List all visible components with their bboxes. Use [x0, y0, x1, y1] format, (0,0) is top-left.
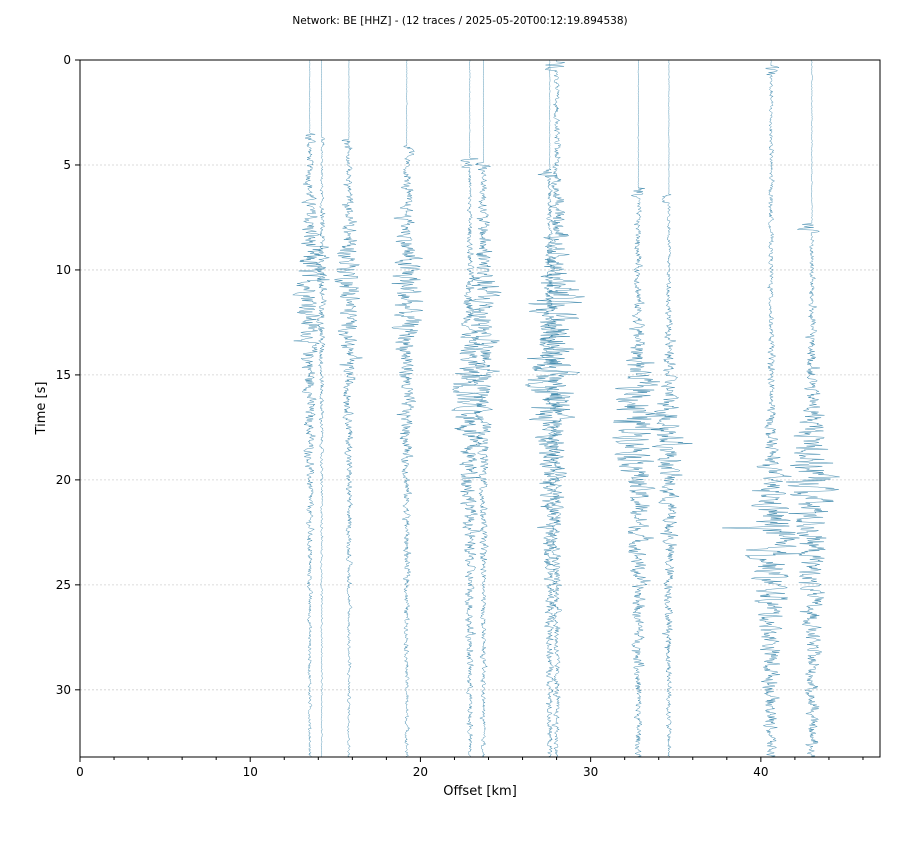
seismic-trace-1: [292, 59, 330, 757]
plot-frame: [79, 59, 881, 758]
trace-group: [292, 59, 840, 757]
y-tick-label: 10: [56, 263, 71, 277]
y-tick-label: 15: [56, 368, 71, 382]
y-axis-label: Time [s]: [34, 382, 49, 436]
seismic-trace-12: [786, 59, 840, 757]
seismic-trace-11: [722, 59, 800, 757]
chart-title: Network: BE [HHZ] - (12 traces / 2025-05…: [292, 15, 627, 27]
y-tick-label: 5: [63, 158, 71, 172]
seismic-trace-6: [468, 59, 502, 757]
y-tick-label: 30: [56, 683, 71, 697]
seismic-trace-3: [334, 59, 363, 757]
axis-ticks: 0 10 20 30 40 0 5 10 15 20 25 30: [56, 53, 864, 779]
seismic-trace-8: [528, 59, 585, 757]
x-tick-label: 40: [753, 765, 768, 779]
y-tick-label: 20: [56, 473, 71, 487]
x-tick-label: 10: [243, 765, 258, 779]
x-tick-label: 0: [76, 765, 84, 779]
y-tick-label: 0: [63, 53, 71, 67]
seismic-trace-4: [391, 59, 424, 757]
seismic-trace-5: [451, 59, 486, 757]
seismic-trace-7: [525, 59, 571, 757]
grid-lines: [80, 59, 880, 691]
x-tick-label: 20: [413, 765, 428, 779]
seismic-trace-10: [651, 59, 693, 757]
y-tick-label: 25: [56, 578, 71, 592]
seismic-trace-2: [315, 59, 330, 757]
x-tick-label: 30: [583, 765, 598, 779]
x-axis-label: Offset [km]: [443, 784, 517, 799]
seismic-trace-9: [612, 59, 667, 757]
